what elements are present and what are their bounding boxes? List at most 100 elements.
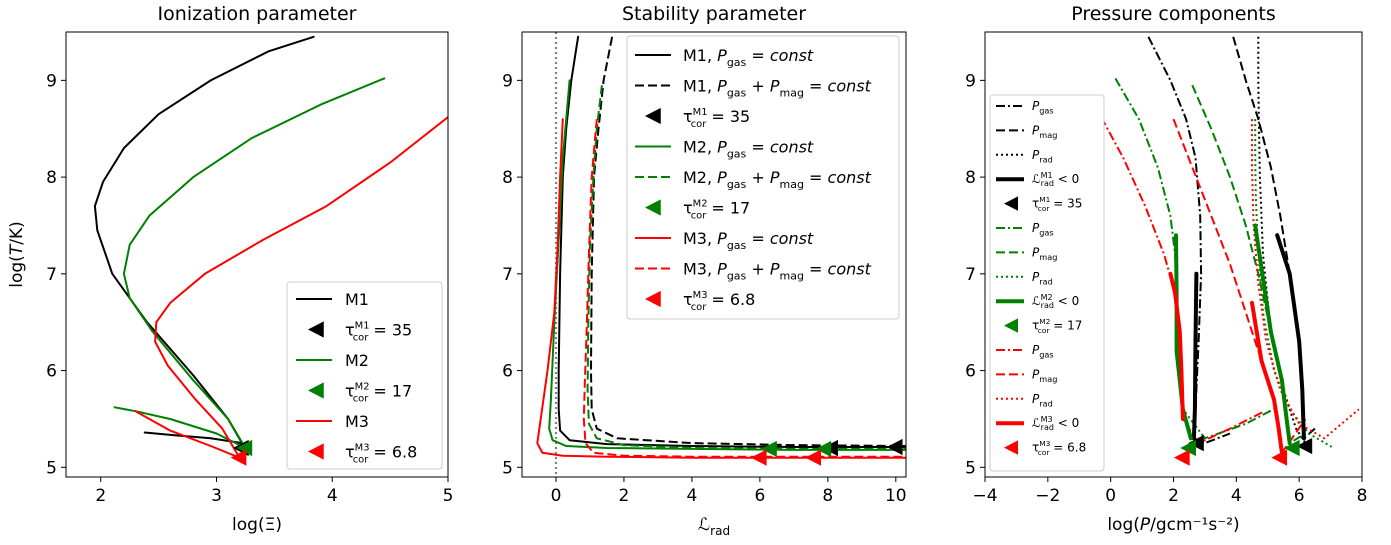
legend-text: Pgas <box>1032 343 1054 360</box>
series-line-m2-pgas-const <box>548 79 906 451</box>
marker-cor-m3-6-8 <box>230 449 247 466</box>
marker-cor-m1-35 <box>1296 437 1313 455</box>
legend-marker-cor-m3-6-8 <box>308 443 324 460</box>
legend-text: τM2 cor = 17 <box>683 198 750 221</box>
x-tick-label: 6 <box>754 486 765 506</box>
series-line-m3-rad-0 <box>1250 300 1284 455</box>
legend-marker-cor-m2-17 <box>645 199 661 216</box>
legend-marker-cor-m2-17 <box>308 382 324 399</box>
lrad-subscript: rad <box>1041 301 1054 310</box>
legend-box <box>286 281 443 470</box>
tau-symbol: τ <box>345 321 355 340</box>
ylabel-prefix: log( <box>7 255 27 288</box>
p-symbol: P <box>717 168 727 187</box>
y-tick-label: 9 <box>502 71 513 91</box>
x-tick-label: 4 <box>1231 486 1242 506</box>
tau-subscript: cor <box>1038 326 1051 335</box>
marker-cor-m2-17 <box>1283 439 1300 457</box>
plus-sign: + <box>746 260 770 279</box>
lrad-subscript: rad <box>1041 423 1054 432</box>
p-symbol: P <box>1032 367 1040 381</box>
tau-value: = 35 <box>368 321 412 340</box>
tau-value: = 35 <box>1049 197 1082 211</box>
legend-box <box>989 94 1105 472</box>
marker-cor-m2-17 <box>236 439 253 457</box>
x-tick-label: 2 <box>95 486 106 506</box>
x-axis-label: log(P/gcm⁻¹s⁻²) <box>1107 515 1239 535</box>
tau-superscript: M1 <box>355 320 370 331</box>
legend-marker-tau-m3 <box>1004 440 1018 455</box>
p-symbol: P <box>770 260 780 279</box>
series-line-m2-rad-0 <box>1253 223 1292 446</box>
x-tick-label: 2 <box>619 486 630 506</box>
marker-cor-m2-17 <box>815 440 832 458</box>
p-symbol: P <box>770 77 780 96</box>
legend-text: τM1 cor = 35 <box>1032 195 1082 213</box>
marker-cor-m3-6-8 <box>1173 449 1190 466</box>
legend-text: ℒM2 rad < 0 <box>1032 293 1079 310</box>
const-word: const <box>828 77 872 96</box>
legend-text: ℒM3 rad < 0 <box>1032 415 1079 432</box>
p-symbol: P <box>770 168 780 187</box>
y-tick-label: 8 <box>502 168 513 188</box>
legend-text: M2, Pgas = const <box>683 138 814 161</box>
legend-marker-cor-m1-35 <box>645 107 661 125</box>
legend-text: M1 <box>345 290 369 309</box>
legend-text: τM3 cor = 6.8 <box>683 290 755 313</box>
y-tick-label: 6 <box>46 362 57 382</box>
x-tick-label: 4 <box>327 486 338 506</box>
x-tick-label: 10 <box>885 486 907 506</box>
tau-value: = 17 <box>368 382 412 401</box>
equals: = <box>746 46 770 65</box>
x-tick-label: 2 <box>1168 486 1179 506</box>
y-tick-label: 5 <box>965 458 976 478</box>
p-symbol: P <box>1032 270 1040 284</box>
p-subscript: mag <box>1039 252 1057 262</box>
tau-subscript: cor <box>1038 448 1051 457</box>
legend-text: τM2 cor = 17 <box>1032 317 1082 335</box>
x-tick-label: −4 <box>972 486 997 506</box>
p-subscript: gas <box>727 178 747 191</box>
p-symbol: P <box>717 46 727 65</box>
legend-text: τM3 cor = 6.8 <box>1032 439 1086 457</box>
tau-subscript: cor <box>353 393 370 404</box>
tau-superscript: M2 <box>693 198 708 209</box>
const-word: const <box>828 168 872 187</box>
tau-value: = 6.8 <box>1049 441 1086 455</box>
p-symbol: P <box>1032 221 1040 235</box>
equals: = <box>746 229 770 248</box>
legend-model: M1, <box>683 46 717 65</box>
plot-area <box>93 35 448 466</box>
legend-text: τM3 cor = 6.8 <box>345 442 417 465</box>
tau-symbol: τ <box>1032 441 1039 455</box>
xlabel-subscript: rad <box>710 524 730 538</box>
p-subscript: mag <box>780 87 804 100</box>
legend-text: Prad <box>1032 148 1053 165</box>
p-subscript: mag <box>780 270 804 283</box>
xlabel-prefix: log( <box>1107 515 1140 535</box>
x-tick-label: 4 <box>686 486 697 506</box>
x-tick-label: 5 <box>443 486 454 506</box>
p-subscript: mag <box>780 178 804 191</box>
series-line-m1-rad-0 <box>1275 233 1306 441</box>
y-tick-label: 9 <box>46 71 57 91</box>
const-word: const <box>770 138 814 157</box>
y-tick-label: 9 <box>965 71 976 91</box>
tau-value: = 6.8 <box>706 290 755 309</box>
lrad-rest: < 0 <box>1054 294 1079 308</box>
legend-marker-cor-m3-6-8 <box>645 290 661 308</box>
legend-text: Pmag <box>1032 367 1057 384</box>
p-symbol: P <box>1032 99 1040 113</box>
tau-value: = 35 <box>706 107 750 126</box>
x-tick-label: 8 <box>822 486 833 506</box>
plot-frame <box>65 31 449 478</box>
series-line-m1-rad-0 <box>1191 271 1199 441</box>
tau-symbol: τ <box>683 199 693 218</box>
p-subscript: gas <box>1039 106 1053 116</box>
tau-subscript: cor <box>691 210 708 221</box>
legend-text: τM2 cor = 17 <box>345 381 412 404</box>
series-line-m1-pgas <box>1147 36 1231 445</box>
plot-area <box>536 32 906 477</box>
